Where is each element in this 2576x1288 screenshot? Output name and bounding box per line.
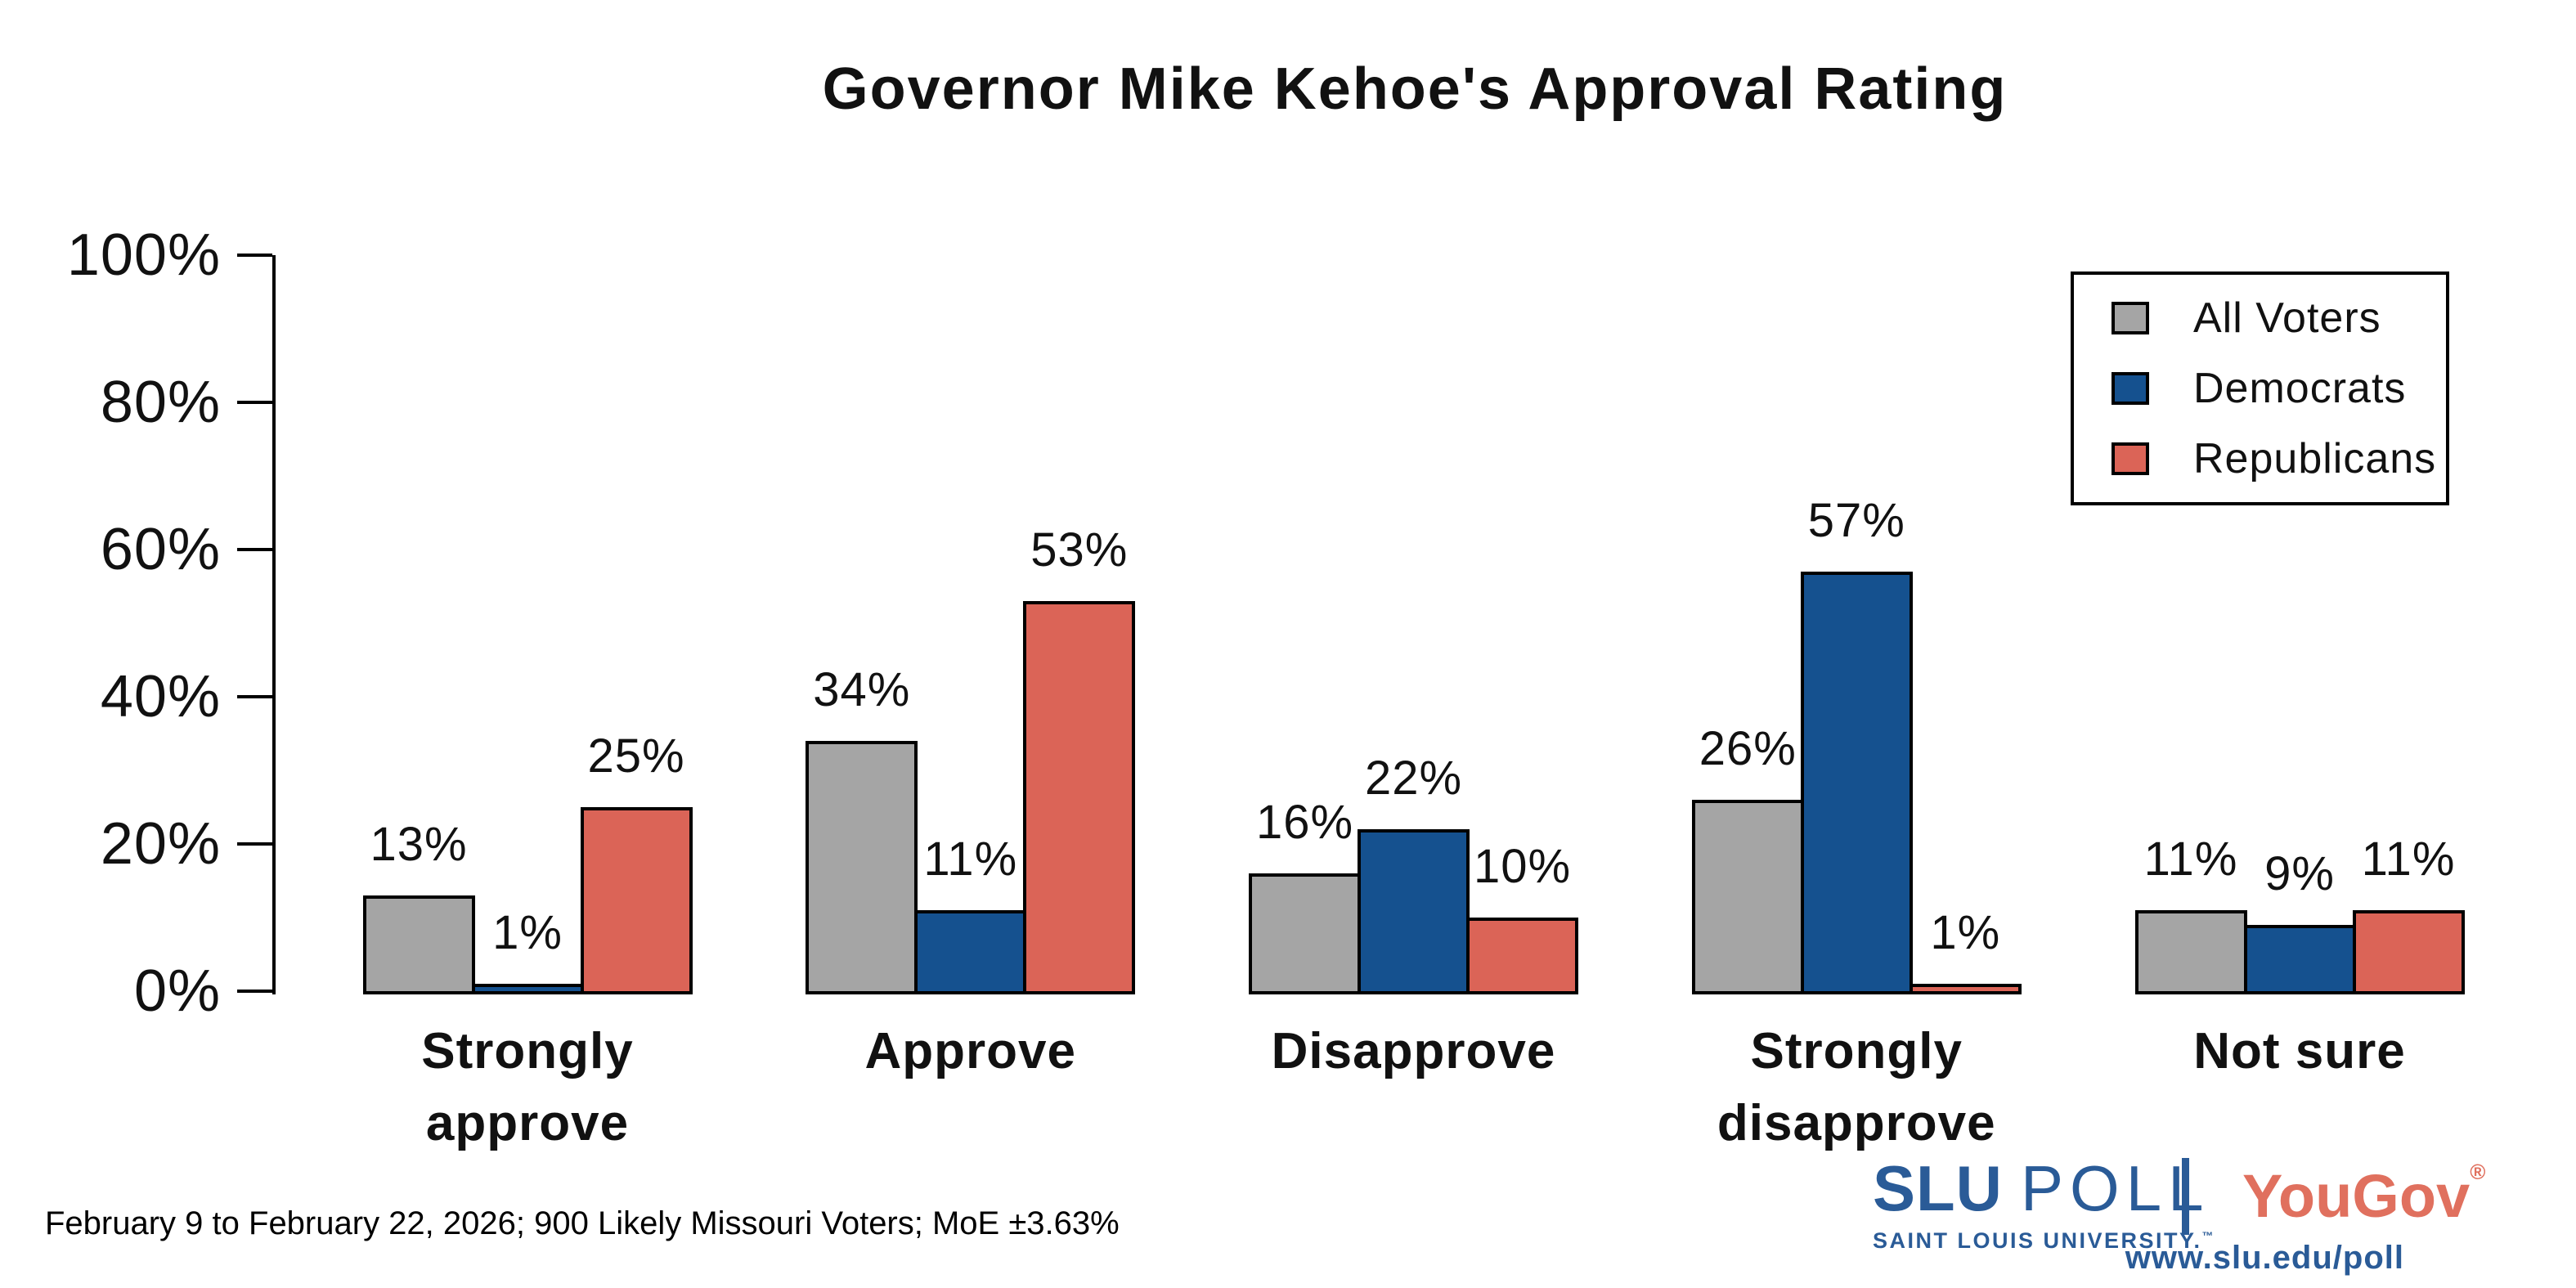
- y-tick-mark: [237, 695, 272, 698]
- value-label: 9%: [2264, 847, 2335, 900]
- bar-democrats: [914, 910, 1027, 994]
- legend-item: Democrats: [2112, 364, 2446, 413]
- y-tick-mark: [237, 842, 272, 846]
- y-tick-label: 0%: [133, 958, 221, 1024]
- bar-republicans: [1023, 601, 1136, 994]
- y-tick-mark: [237, 548, 272, 551]
- bar-all-voters: [2134, 910, 2247, 994]
- bar-republicans: [1909, 984, 2022, 994]
- saint-louis-university-text: SAINT LOUIS UNIVERSITY.™: [1873, 1228, 2216, 1253]
- bar-democrats: [1358, 829, 1470, 994]
- category-label: Disapprove: [1271, 1023, 1556, 1079]
- bar-all-voters: [1691, 800, 1804, 994]
- bar-all-voters: [1249, 873, 1361, 994]
- registered-symbol: ®: [2470, 1160, 2486, 1184]
- value-label: 13%: [370, 818, 468, 871]
- yougov-logo: YouGov®: [2242, 1160, 2486, 1230]
- legend-swatch: [2112, 302, 2149, 334]
- bar-democrats: [2243, 925, 2356, 994]
- poll-text: POLL: [2021, 1152, 2210, 1224]
- value-label: 11%: [923, 832, 1018, 886]
- slu-poll-logo: SLU POLL SAINT LOUIS UNIVERSITY.™: [1873, 1156, 2215, 1252]
- y-tick-mark: [237, 990, 272, 993]
- value-label: 25%: [587, 729, 685, 783]
- y-tick-label: 80%: [100, 370, 221, 435]
- value-label: 11%: [2361, 832, 2456, 886]
- y-tick-mark: [237, 254, 272, 257]
- category-label: Strongly disapprove: [1717, 1023, 1996, 1151]
- bar-democrats: [471, 984, 584, 994]
- slu-poll-url: www.slu.edu/poll: [2125, 1240, 2404, 1276]
- value-label: 16%: [1255, 796, 1354, 849]
- trademark-symbol: ™: [2201, 1229, 2216, 1242]
- y-tick-label: 60%: [100, 517, 221, 582]
- legend-swatch: [2112, 372, 2149, 405]
- value-label: 1%: [1930, 906, 2001, 959]
- y-axis-line: [272, 255, 276, 994]
- slu-poll-wordmark: SLU POLL: [1873, 1156, 2215, 1220]
- y-tick-label: 20%: [100, 811, 221, 877]
- bar-republicans: [1466, 918, 1578, 994]
- bar-republicans: [580, 807, 693, 994]
- legend-item: All Voters: [2112, 294, 2446, 343]
- value-label: 10%: [1473, 840, 1572, 893]
- y-tick-label: 100%: [66, 222, 221, 288]
- chart-title: Governor Mike Kehoe's Approval Rating: [822, 56, 2008, 122]
- brand-divider: [2182, 1158, 2189, 1235]
- category-label: Strongly approve: [421, 1023, 634, 1151]
- value-label: 53%: [1030, 523, 1129, 577]
- slu-text: SLU: [1873, 1152, 2003, 1224]
- value-label: 11%: [2143, 832, 2238, 886]
- y-tick-mark: [237, 401, 272, 404]
- methodology-note: February 9 to February 22, 2026; 900 Lik…: [45, 1205, 1120, 1241]
- bar-all-voters: [806, 741, 918, 994]
- bar-democrats: [1800, 572, 1913, 994]
- legend-box: All Voters Democrats Republicans: [2071, 272, 2449, 505]
- y-tick-label: 40%: [100, 664, 221, 729]
- legend-item-label: Democrats: [2193, 365, 2407, 412]
- legend-item-label: All Voters: [2193, 294, 2381, 342]
- value-label: 57%: [1807, 494, 1905, 547]
- legend-item: Republicans: [2112, 434, 2446, 483]
- value-label: 1%: [492, 906, 563, 959]
- legend-swatch: [2112, 442, 2149, 475]
- bar-all-voters: [362, 895, 475, 994]
- value-label: 34%: [813, 663, 911, 716]
- value-label: 22%: [1364, 752, 1463, 805]
- legend-item-label: Republicans: [2193, 435, 2437, 482]
- bar-republicans: [2352, 910, 2465, 994]
- value-label: 26%: [1699, 722, 1797, 775]
- category-label: Not sure: [2193, 1023, 2406, 1079]
- category-label: Approve: [864, 1023, 1076, 1079]
